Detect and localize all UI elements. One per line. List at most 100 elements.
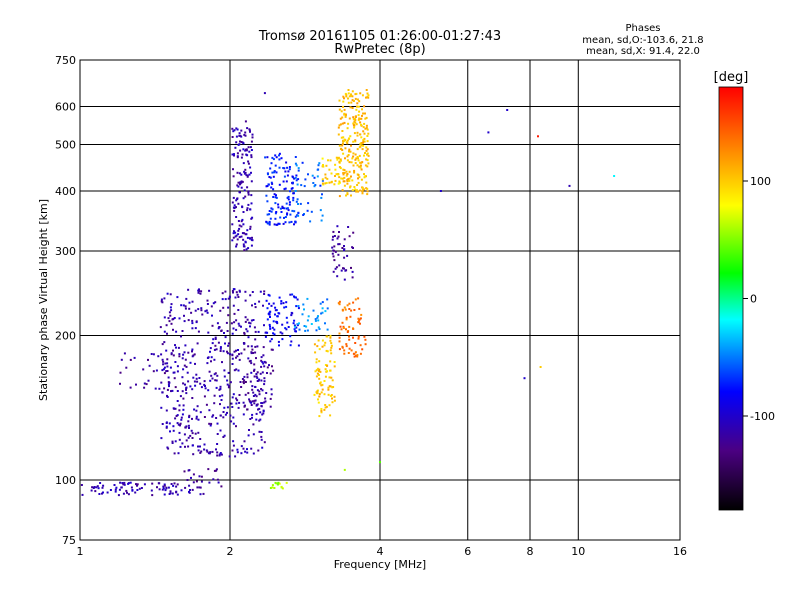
- data-point: [325, 405, 328, 408]
- data-point: [265, 194, 268, 197]
- data-point: [262, 362, 265, 365]
- data-point: [359, 317, 362, 320]
- data-point: [231, 153, 234, 156]
- data-point: [178, 404, 181, 407]
- data-point: [296, 198, 299, 201]
- data-point: [247, 392, 250, 395]
- data-point: [320, 196, 323, 199]
- data-point: [258, 393, 261, 396]
- data-point: [350, 93, 352, 96]
- data-point: [328, 404, 331, 407]
- data-point: [170, 390, 172, 393]
- data-point: [122, 492, 125, 495]
- data-point: [235, 216, 238, 218]
- data-point: [136, 483, 139, 486]
- data-point: [251, 385, 254, 388]
- y-tick-label: 500: [55, 139, 76, 152]
- data-point: [119, 371, 122, 374]
- data-point: [251, 291, 254, 293]
- data-point: [269, 316, 271, 318]
- data-point: [284, 187, 287, 190]
- data-point: [274, 164, 277, 167]
- data-point: [240, 386, 243, 388]
- data-point: [290, 314, 293, 317]
- data-point: [200, 480, 203, 483]
- data-point: [240, 325, 242, 328]
- data-point: [188, 307, 191, 310]
- data-point: [263, 380, 266, 383]
- data-point: [286, 174, 289, 177]
- data-point: [211, 342, 214, 345]
- data-point: [269, 325, 271, 328]
- data-point: [356, 156, 359, 158]
- data-point: [265, 220, 268, 223]
- data-point: [365, 181, 368, 184]
- data-point: [220, 485, 223, 488]
- data-point: [365, 149, 368, 152]
- data-point: [297, 203, 299, 205]
- data-point: [357, 119, 360, 122]
- data-point: [169, 306, 172, 309]
- data-point: [342, 172, 345, 174]
- data-point: [248, 237, 251, 240]
- data-point: [247, 193, 250, 196]
- data-point: [172, 425, 175, 428]
- data-point: [357, 159, 360, 162]
- data-point: [219, 452, 222, 454]
- data-point: [97, 487, 100, 490]
- data-point: [80, 484, 83, 486]
- data-point: [174, 407, 177, 410]
- data-point: [327, 386, 330, 389]
- data-point: [227, 306, 230, 309]
- data-point: [327, 159, 329, 162]
- data-point: [356, 134, 359, 137]
- data-point: [232, 304, 235, 307]
- data-point: [361, 148, 364, 151]
- data-point: [187, 319, 190, 322]
- data-point: [259, 290, 262, 293]
- data-point: [156, 486, 158, 489]
- data-point: [356, 184, 359, 186]
- data-point: [348, 148, 351, 151]
- data-point: [150, 353, 153, 355]
- data-point: [173, 377, 176, 380]
- data-point: [346, 331, 349, 333]
- data-point: [250, 351, 253, 354]
- data-point: [315, 375, 318, 378]
- x-tick-label: 16: [673, 545, 687, 558]
- data-point: [243, 170, 246, 173]
- data-point: [352, 327, 354, 330]
- data-point: [226, 379, 229, 382]
- data-point: [356, 148, 359, 151]
- data-point: [227, 344, 230, 347]
- data-point: [337, 126, 340, 129]
- data-point: [168, 311, 171, 314]
- data-point: [343, 249, 345, 252]
- data-point: [197, 445, 199, 448]
- data-point: [352, 164, 355, 167]
- data-point: [341, 345, 344, 348]
- data-point: [163, 483, 166, 486]
- data-point: [219, 346, 222, 349]
- data-point: [342, 100, 345, 103]
- data-point: [317, 164, 320, 167]
- data-point: [237, 349, 239, 351]
- data-point: [240, 141, 243, 143]
- data-point: [537, 135, 539, 138]
- data-point: [354, 140, 357, 143]
- data-point: [168, 320, 171, 323]
- data-point: [321, 178, 324, 181]
- data-point: [170, 483, 173, 485]
- data-point: [320, 408, 323, 410]
- data-point: [231, 223, 234, 226]
- y-tick-label: 600: [55, 101, 76, 114]
- data-point: [236, 238, 239, 241]
- data-point: [354, 121, 357, 124]
- data-point: [321, 388, 324, 391]
- data-point: [250, 319, 253, 322]
- data-point: [176, 400, 179, 402]
- data-point: [215, 348, 218, 351]
- data-point: [271, 326, 274, 329]
- data-point: [170, 303, 173, 306]
- data-point: [189, 434, 192, 437]
